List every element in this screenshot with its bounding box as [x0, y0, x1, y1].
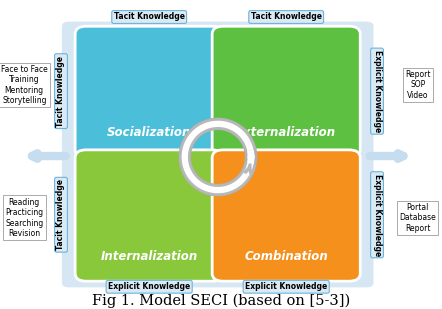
Text: Reading
Practicing
Searching
Revision: Reading Practicing Searching Revision — [5, 198, 43, 238]
Text: Combination: Combination — [244, 250, 328, 263]
Text: Explicit Knowledge: Explicit Knowledge — [373, 50, 381, 132]
FancyBboxPatch shape — [212, 26, 360, 158]
FancyBboxPatch shape — [62, 22, 373, 287]
FancyBboxPatch shape — [75, 150, 223, 281]
Text: Portal
Database
Report: Portal Database Report — [399, 203, 436, 233]
Text: Tacit Knowledge: Tacit Knowledge — [57, 179, 65, 250]
FancyBboxPatch shape — [75, 26, 223, 158]
Text: Report
SOP
Video: Report SOP Video — [405, 70, 431, 100]
Text: Explicit Knowledge: Explicit Knowledge — [108, 282, 191, 291]
Text: Fig 1. Model SECI (based on [5-3]): Fig 1. Model SECI (based on [5-3]) — [92, 294, 350, 308]
Text: Tacit Knowledge: Tacit Knowledge — [114, 12, 185, 22]
Text: Socialization: Socialization — [107, 126, 191, 139]
Text: Explicit Knowledge: Explicit Knowledge — [373, 174, 381, 256]
Text: Explicit Knowledge: Explicit Knowledge — [245, 282, 328, 291]
Text: Internalization: Internalization — [100, 250, 198, 263]
Text: Tacit Knowledge: Tacit Knowledge — [57, 56, 65, 127]
Text: Tacit Knowledge: Tacit Knowledge — [251, 12, 322, 22]
Text: Externalization: Externalization — [236, 126, 336, 139]
FancyBboxPatch shape — [212, 150, 360, 281]
Text: Face to Face
Training
Mentoring
Storytelling: Face to Face Training Mentoring Storytel… — [1, 65, 48, 105]
